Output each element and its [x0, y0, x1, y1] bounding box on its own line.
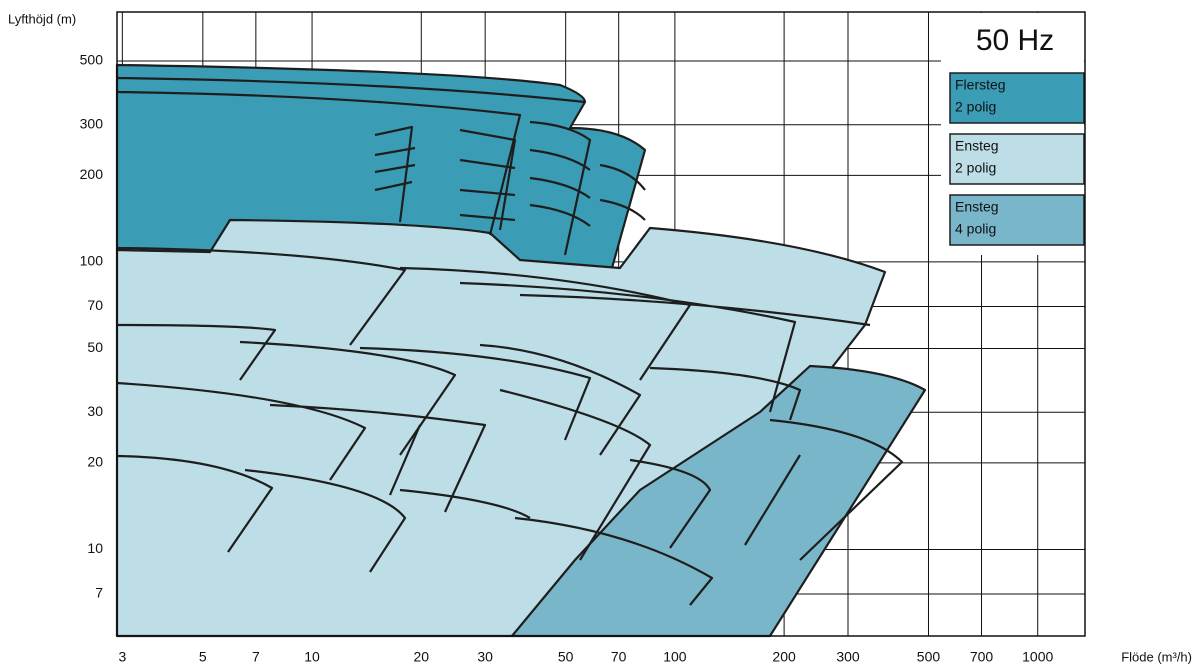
legend-label: Flersteg: [955, 77, 1006, 93]
curve: [116, 323, 592, 456]
y-tick-label: 200: [80, 166, 104, 182]
curve: [116, 246, 407, 346]
legend: Flersteg 2 polig Ensteg 2 polig Ensteg 4 poli…: [949, 72, 1085, 246]
curve: [116, 381, 487, 513]
curve: [529, 120, 592, 256]
curve: [116, 90, 522, 236]
y-tick-label: 30: [87, 403, 103, 419]
legend-swatch: [949, 194, 1085, 246]
x-tick-label: 50: [558, 649, 574, 665]
x-tick-label: 100: [663, 649, 687, 665]
y-tick-label: 100: [80, 253, 104, 269]
plot-frame: [116, 11, 1086, 637]
region-ensteg-4polig: [510, 364, 927, 638]
curve: [599, 163, 646, 221]
legend-label: 2 polig: [955, 99, 996, 115]
y-tick-label: 7: [95, 585, 103, 601]
x-axis-title: Flöde (m³/h): [1121, 649, 1192, 664]
y-tick-label: 70: [87, 297, 103, 313]
y-tick-label: 50: [87, 339, 103, 355]
x-tick-label: 500: [917, 649, 941, 665]
legend-label: 4 polig: [955, 221, 996, 237]
x-tick-label: 300: [836, 649, 860, 665]
curve: [116, 76, 586, 104]
y-tick-label: 20: [87, 454, 103, 470]
legend-label: Ensteg: [955, 138, 999, 154]
legend-swatch: [949, 133, 1085, 185]
curve: [629, 418, 904, 561]
y-axis-title: Lyfthöjd (m): [8, 11, 76, 26]
y-tick-label: 300: [80, 115, 104, 131]
x-tick-label: 3: [118, 649, 126, 665]
x-tick-label: 70: [611, 649, 627, 665]
region-flersteg: [115, 63, 647, 270]
x-tick-label: 20: [413, 649, 429, 665]
legend-swatch: [949, 72, 1085, 124]
x-tick-label: 1000: [1022, 649, 1053, 665]
chart-title: 50 Hz: [976, 24, 1054, 57]
curve: [116, 388, 714, 606]
regions: [115, 63, 927, 638]
curve: [374, 125, 416, 223]
y-tick-label: 10: [87, 540, 103, 556]
x-tick-label: 200: [772, 649, 796, 665]
x-tick-label: 10: [304, 649, 320, 665]
curve: [459, 128, 517, 231]
x-tick-label: 7: [252, 649, 260, 665]
region-ensteg-2polig: [115, 218, 887, 638]
legend-label: Ensteg: [955, 199, 999, 215]
x-tick-label: 30: [477, 649, 493, 665]
curve: [479, 343, 802, 456]
x-tick-label: 5: [199, 649, 207, 665]
legend-label: 2 polig: [955, 160, 996, 176]
x-tick-label: 700: [970, 649, 994, 665]
curve: [399, 266, 871, 413]
y-tick-label: 500: [80, 52, 104, 68]
